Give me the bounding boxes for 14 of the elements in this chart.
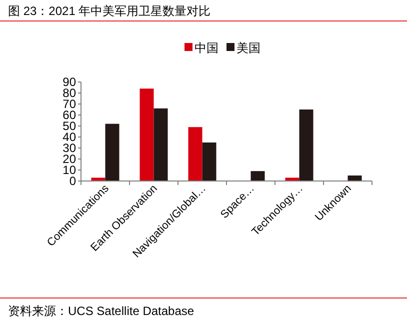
text: 资料来源：UCS Satellite Database	[8, 304, 194, 318]
legend-label: 中国	[194, 41, 218, 55]
y-tick-label: 40	[62, 130, 76, 144]
legend-label: 美国	[236, 41, 260, 55]
y-tick-label: 20	[62, 152, 76, 166]
title: 图 23：2021 年中美军用卫星数量对比	[8, 4, 211, 18]
y-tick-label: 50	[62, 119, 76, 133]
y-tick-label: 60	[62, 108, 76, 122]
y-tick-label: 80	[62, 86, 76, 100]
y-tick-label: 0	[69, 174, 76, 188]
y-tick-label: 70	[62, 97, 76, 111]
y-tick-label: 10	[62, 163, 76, 177]
y-tick-label: 90	[62, 75, 76, 89]
y-tick-label: 30	[62, 141, 76, 155]
